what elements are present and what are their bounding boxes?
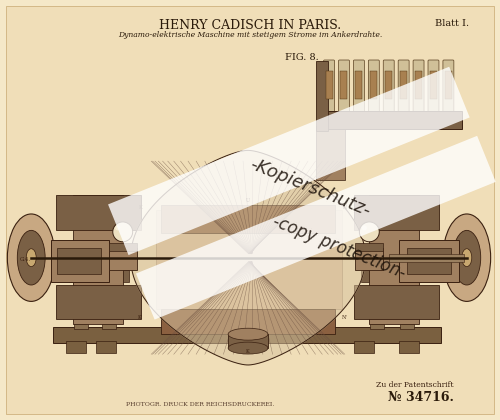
Bar [407, 248, 451, 273]
FancyBboxPatch shape [324, 60, 334, 114]
Bar [354, 341, 374, 353]
Bar [415, 71, 422, 99]
Bar [399, 341, 419, 353]
Ellipse shape [228, 328, 268, 340]
Bar [370, 275, 384, 329]
FancyBboxPatch shape [6, 6, 494, 414]
FancyBboxPatch shape [398, 60, 409, 114]
Ellipse shape [116, 226, 120, 230]
Text: -Kopierschutz-: -Kopierschutz- [246, 156, 372, 220]
Bar [73, 195, 122, 324]
Bar [102, 275, 116, 329]
Bar [318, 110, 462, 129]
Bar [389, 254, 464, 262]
Text: N': N' [342, 315, 347, 320]
Ellipse shape [26, 249, 36, 267]
FancyBboxPatch shape [384, 60, 394, 114]
Bar [445, 71, 452, 99]
Bar [370, 195, 419, 324]
Bar [354, 195, 439, 230]
Bar [400, 71, 407, 99]
Bar [400, 275, 414, 329]
FancyBboxPatch shape [428, 60, 439, 114]
Bar [51, 240, 109, 281]
Ellipse shape [443, 214, 490, 302]
Text: -copy protection-: -copy protection- [270, 213, 408, 283]
Polygon shape [130, 150, 366, 365]
FancyBboxPatch shape [368, 60, 380, 114]
Text: Blatt I.: Blatt I. [434, 19, 469, 28]
Bar [53, 327, 441, 343]
Bar [160, 205, 334, 233]
Text: FIG. 8.: FIG. 8. [285, 53, 318, 62]
Bar [370, 71, 378, 99]
Text: № 34716.: № 34716. [388, 391, 454, 404]
Polygon shape [136, 136, 496, 320]
FancyBboxPatch shape [413, 60, 424, 114]
Bar [96, 341, 116, 353]
Bar [57, 248, 101, 273]
Bar [430, 71, 437, 99]
Bar [66, 341, 86, 353]
Bar [356, 248, 384, 270]
Text: PHOTOGR. DRUCK DER REICHSDRUCKEREI.: PHOTOGR. DRUCK DER REICHSDRUCKEREI. [126, 402, 274, 407]
Bar [362, 270, 421, 281]
Bar [316, 61, 328, 131]
Text: Zu der Patentschrift: Zu der Patentschrift [376, 381, 454, 389]
Bar [160, 310, 334, 334]
Bar [399, 240, 459, 281]
Ellipse shape [362, 226, 367, 230]
Ellipse shape [462, 249, 472, 267]
Text: Dynamo-elektrische Maschine mit stetigem Strome im Ankerdrahte.: Dynamo-elektrische Maschine mit stetigem… [118, 31, 382, 39]
Ellipse shape [8, 214, 55, 302]
FancyBboxPatch shape [354, 60, 364, 114]
Text: N: N [342, 205, 346, 210]
Polygon shape [108, 67, 470, 255]
Bar [56, 284, 140, 319]
Bar [56, 195, 140, 230]
Ellipse shape [453, 230, 480, 285]
Bar [326, 71, 332, 99]
Text: K: K [246, 349, 250, 354]
Ellipse shape [113, 222, 132, 242]
Bar [109, 243, 136, 251]
FancyBboxPatch shape [338, 60, 349, 114]
Bar [354, 284, 439, 319]
Text: K: K [138, 205, 142, 210]
Bar [228, 334, 268, 348]
Ellipse shape [228, 342, 268, 354]
Bar [74, 275, 88, 329]
Text: HENRY CADISCH IN PARIS.: HENRY CADISCH IN PARIS. [159, 19, 341, 32]
Ellipse shape [18, 230, 45, 285]
Text: U: U [246, 197, 250, 202]
Bar [356, 71, 362, 99]
Bar [156, 210, 342, 310]
FancyBboxPatch shape [443, 60, 454, 114]
Bar [340, 71, 347, 99]
Text: K': K' [138, 315, 143, 320]
Bar [356, 243, 384, 251]
Bar [316, 126, 346, 180]
Bar [385, 71, 392, 99]
Bar [109, 248, 136, 270]
Ellipse shape [360, 222, 380, 242]
Text: G.4.: G.4. [20, 257, 30, 262]
Bar [69, 270, 128, 281]
